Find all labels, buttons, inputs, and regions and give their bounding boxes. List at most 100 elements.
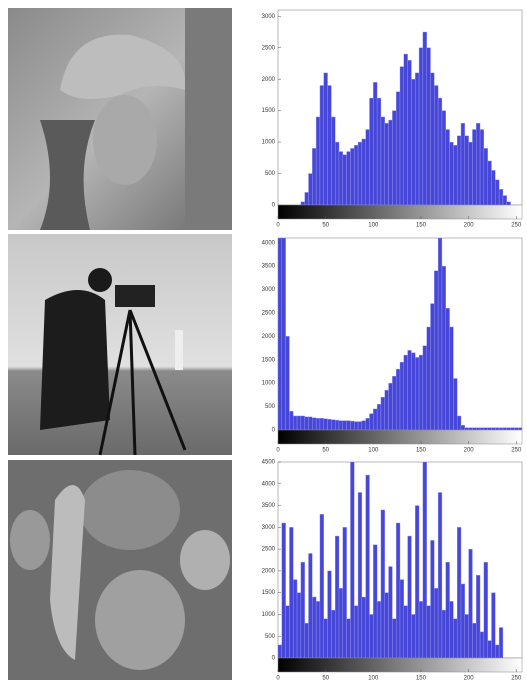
y-tick-label: 1000: [262, 612, 276, 618]
bar: [469, 428, 473, 430]
bar: [297, 593, 301, 658]
bar: [480, 428, 484, 430]
bar: [309, 553, 313, 658]
bar: [404, 606, 408, 658]
bar: [370, 414, 374, 430]
colorbar: [278, 430, 522, 444]
bar: [377, 601, 381, 658]
bar: [469, 142, 473, 205]
bar: [347, 619, 351, 658]
bar: [305, 192, 309, 205]
bar: [293, 416, 297, 430]
bar: [324, 419, 328, 430]
bar: [404, 355, 408, 430]
x-tick-label: 250: [511, 448, 522, 454]
y-tick-label: 2000: [262, 334, 276, 340]
bar: [457, 527, 461, 658]
bar: [343, 527, 347, 658]
bar: [305, 417, 309, 430]
bar: [362, 421, 366, 430]
y-tick-label: 1500: [262, 357, 276, 363]
bar: [312, 148, 316, 205]
bar: [499, 628, 503, 658]
bar: [286, 336, 290, 430]
x-tick-label: 250: [511, 676, 522, 682]
bar: [354, 422, 358, 430]
bar: [472, 428, 476, 430]
bar: [347, 152, 351, 205]
y-tick-label: 2500: [262, 547, 276, 553]
bar: [366, 475, 370, 658]
bar: [358, 492, 362, 658]
bar: [438, 98, 442, 205]
bar: [377, 404, 381, 430]
bar: [511, 428, 515, 430]
bar: [350, 148, 354, 205]
bar: [278, 645, 282, 658]
x-tick-label: 0: [276, 676, 280, 682]
bar: [488, 641, 492, 658]
y-tick-label: 3500: [262, 264, 276, 270]
bar: [350, 462, 354, 658]
bar: [282, 523, 286, 658]
bar: [423, 462, 427, 658]
bar: [350, 421, 354, 430]
bar: [339, 421, 343, 430]
bar: [419, 48, 423, 205]
bar: [381, 117, 385, 205]
bar: [289, 527, 293, 658]
photo-lena: [8, 8, 232, 230]
bar: [343, 421, 347, 430]
bar: [381, 510, 385, 658]
bar: [335, 420, 339, 430]
y-tick-label: 0: [272, 656, 276, 662]
figure: 0500100015002000250030000501001502002500…: [0, 0, 527, 684]
bar: [373, 545, 377, 658]
histogram-panel: 0500100015002000250030003500400005010015…: [262, 238, 522, 454]
photo-cameraman: [8, 234, 232, 455]
bar: [328, 419, 332, 430]
bar: [301, 202, 305, 205]
x-tick-label: 200: [464, 676, 475, 682]
bar: [442, 111, 446, 205]
bar: [301, 416, 305, 430]
bar: [518, 428, 522, 430]
bar: [461, 584, 465, 658]
bar: [450, 601, 454, 658]
bar: [331, 117, 335, 205]
bar: [293, 580, 297, 658]
bar: [320, 418, 324, 430]
bar: [453, 619, 457, 658]
bar: [476, 123, 480, 205]
y-tick-label: 2500: [262, 311, 276, 317]
y-tick-label: 4000: [262, 240, 276, 246]
bar: [484, 562, 488, 658]
bar: [438, 238, 442, 430]
bar: [408, 350, 412, 430]
bar: [484, 148, 488, 205]
bar: [320, 85, 324, 205]
bar: [507, 428, 511, 430]
bar: [385, 593, 389, 658]
bar: [488, 428, 492, 430]
bar: [385, 123, 389, 205]
bar: [411, 79, 415, 205]
bar: [377, 98, 381, 205]
bar: [434, 588, 438, 658]
y-tick-label: 0: [272, 203, 276, 209]
y-tick-label: 4000: [262, 481, 276, 487]
bar: [286, 606, 290, 658]
bar: [396, 369, 400, 430]
y-tick-label: 3000: [262, 14, 276, 20]
bar: [480, 632, 484, 658]
bar: [411, 353, 415, 430]
bar: [434, 85, 438, 205]
x-tick-label: 0: [276, 448, 280, 454]
bar: [362, 139, 366, 205]
bar: [366, 418, 370, 430]
bar: [335, 536, 339, 658]
bar: [495, 428, 499, 430]
x-tick-label: 50: [322, 223, 329, 229]
x-tick-label: 150: [416, 676, 427, 682]
bar: [465, 136, 469, 205]
